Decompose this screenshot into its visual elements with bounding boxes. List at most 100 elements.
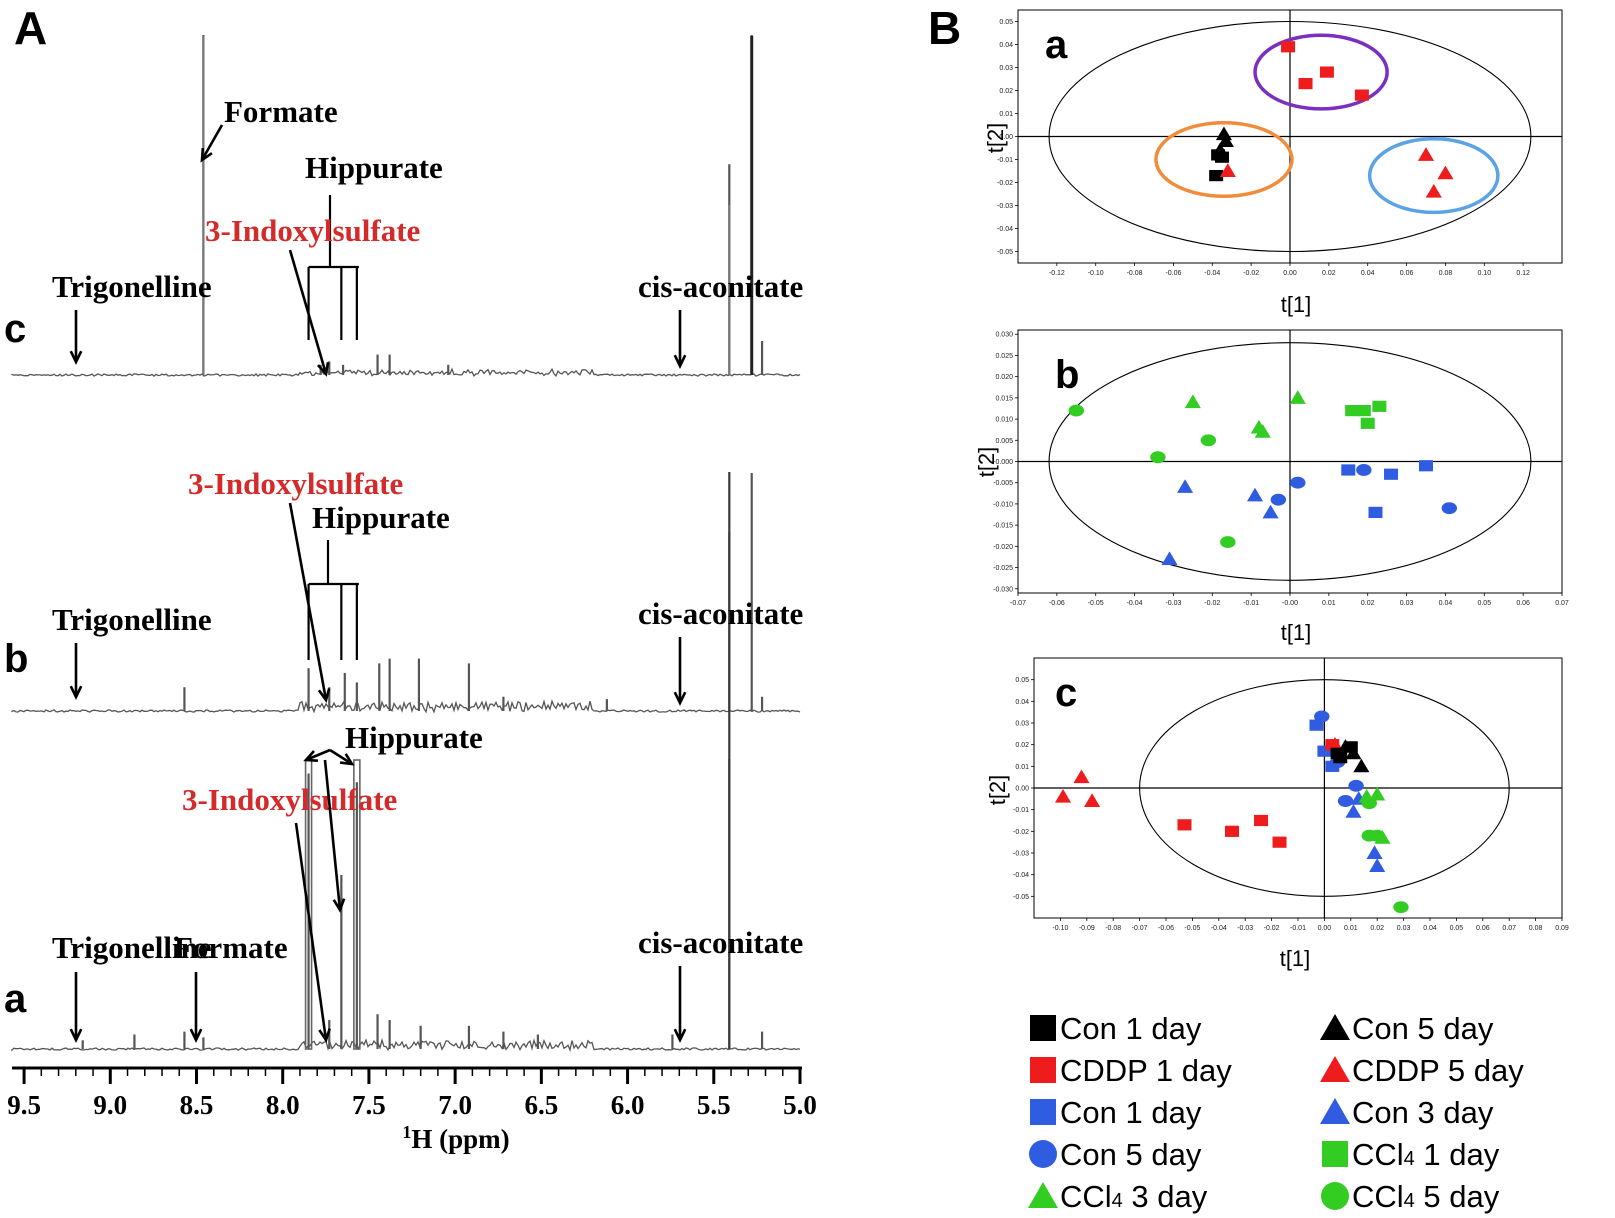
nmr-peak-tall [353, 759, 361, 1050]
y-tick-label: 0.04 [999, 42, 1013, 49]
legend-marker-circle [1321, 1182, 1349, 1210]
y-tick-label: 0.05 [1015, 677, 1029, 684]
annotation-arrow-line [329, 748, 353, 766]
x-tick-label: -0.03 [1237, 925, 1253, 932]
x-tick-label: -0.04 [1211, 925, 1227, 932]
legend-marker-triangle [1320, 1056, 1350, 1082]
y-tick-label: 0.01 [1015, 764, 1029, 771]
legend-label-text: Con 1 day [1060, 1011, 1202, 1046]
x-tick-label: 0.07 [1555, 600, 1569, 607]
legend-label-text: Con 5 day [1060, 1137, 1202, 1172]
y-tick-label: 0.015 [995, 395, 1013, 402]
panel-b-letter: B [928, 2, 961, 54]
score-point-square [1354, 89, 1369, 101]
x-tick-label: -0.05 [1184, 925, 1200, 932]
y-tick-label: 0.00 [1015, 786, 1029, 793]
annotation-label: Formate [174, 930, 288, 965]
panel-a-letter: A [14, 2, 47, 54]
score-point-circle [1393, 901, 1409, 914]
legend-label-text: CDDP 1 day [1060, 1053, 1232, 1088]
legend-marker-square [1030, 1099, 1056, 1125]
annotation-label: 3-Indoxylsulfate [205, 213, 420, 248]
score-point-triangle [1369, 786, 1386, 801]
legend-label-text: CDDP 5 day [1352, 1053, 1524, 1088]
score-point-triangle [1437, 165, 1454, 180]
x-tick-label: -0.07 [1132, 925, 1148, 932]
score-point-triangle [1289, 390, 1306, 404]
annotations-c: Formate Hippurate 3-Indoxylsulfate Trigonel… [52, 94, 803, 377]
legend-label: CCl4 3 day [1060, 1179, 1208, 1214]
y-tick-label: -0.04 [1013, 872, 1029, 879]
annotation-arrow-head [673, 1028, 687, 1043]
score-point-circle [1348, 779, 1364, 792]
score-x-label: t[1] [1280, 946, 1311, 971]
legend-label-text: CCl [1060, 1179, 1112, 1214]
annotation-arrow-head [332, 898, 346, 913]
x-tick-label: 0.06 [1476, 925, 1490, 932]
annotation-arrow-head [303, 750, 319, 762]
score-x-label: t[1] [1281, 292, 1312, 317]
score-point-triangle [1084, 793, 1101, 807]
trace-letter-a: a [4, 977, 27, 1021]
y-tick-label: 0.030 [995, 332, 1013, 339]
annotation-label: Trigonelline [52, 930, 212, 965]
y-tick-label: 0.00 [999, 134, 1013, 141]
x-tick-label: -0.01 [1243, 600, 1259, 607]
score-point-triangle [1215, 126, 1232, 141]
annotation-arrow-head [200, 147, 213, 163]
annotation-arrow-head [318, 1028, 331, 1043]
annotation-arrow-head [317, 688, 331, 703]
y-tick-label: -0.01 [997, 157, 1013, 164]
y-tick-label: -0.01 [1013, 807, 1029, 814]
y-tick-label: -0.015 [993, 523, 1013, 530]
annotation-label: Hippurate [312, 500, 450, 535]
annotation-arrow-line [323, 759, 342, 911]
x-tick-label: -0.04 [1204, 270, 1220, 277]
nmr-tick-label: 9.0 [93, 1090, 127, 1120]
y-tick-label: -0.05 [997, 249, 1013, 256]
nmr-x-label-sup: 1 [402, 1122, 411, 1142]
x-tick-label: 0.10 [1477, 270, 1491, 277]
group-circle-orange [1154, 120, 1294, 199]
nmr-spectra: 9.5 9.0 8.5 8.0 7.5 7.0 6.5 6.0 5.5 5.0 1H (ppm) c b… [4, 35, 817, 1154]
nmr-tick-label: 5.0 [783, 1090, 817, 1120]
score-point-square [1317, 745, 1332, 757]
score-point-square [1343, 741, 1358, 753]
y-tick-label: -0.020 [993, 544, 1013, 551]
x-tick-label: -0.07 [1010, 600, 1026, 607]
legend-item: CDDP 5 day [1320, 1053, 1524, 1088]
legend-label: CCl4 5 day [1352, 1179, 1500, 1214]
score-point-circle [1441, 502, 1458, 515]
y-tick-label: 0.020 [995, 374, 1013, 381]
y-tick-label: 0.025 [995, 353, 1013, 360]
y-tick-label: -0.04 [997, 226, 1013, 233]
score-point-triangle [1184, 394, 1201, 409]
score-y-label: t[2] [985, 775, 1010, 806]
legend-label: Con 1 day [1060, 1095, 1202, 1130]
y-tick-label: -0.025 [993, 565, 1013, 572]
score-point-triangle [1345, 804, 1362, 818]
x-tick-label: 0.07 [1502, 925, 1516, 932]
annotation-label: cis-aconitate [638, 596, 803, 631]
x-tick-label: -0.04 [1127, 600, 1143, 607]
x-tick-label: -0.06 [1158, 925, 1174, 932]
x-tick-label: -0.10 [1052, 925, 1068, 932]
score-y-label: t[2] [983, 123, 1008, 154]
y-tick-label: 0.010 [995, 417, 1013, 424]
legend-item: Con 1 day [1030, 1095, 1202, 1130]
legend-item: Con 1 day [1030, 1011, 1202, 1046]
score-point-square [1209, 170, 1224, 182]
annotation-label: Hippurate [305, 150, 443, 185]
score-point-square [1356, 404, 1371, 417]
x-tick-label: 0.03 [1400, 600, 1414, 607]
annotation-arrow-head [69, 350, 83, 365]
annotation-label: 3-Indoxylsulfate [182, 782, 397, 817]
trace-letter-c: c [4, 307, 26, 351]
legend-label-tail: 5 day [1415, 1179, 1500, 1214]
score-plot-letter: b [1055, 353, 1079, 397]
legend-item: CCl4 3 day [1028, 1179, 1208, 1214]
score-plot-a: -0.12 -0.10 -0.08 -0.06 -0.04 -0.02 0.00 0.02 0.… [983, 9, 1563, 317]
annotation-label: Trigonelline [52, 269, 212, 304]
x-tick-label: -0.06 [1049, 600, 1065, 607]
x-tick-label: 0.08 [1439, 270, 1453, 277]
